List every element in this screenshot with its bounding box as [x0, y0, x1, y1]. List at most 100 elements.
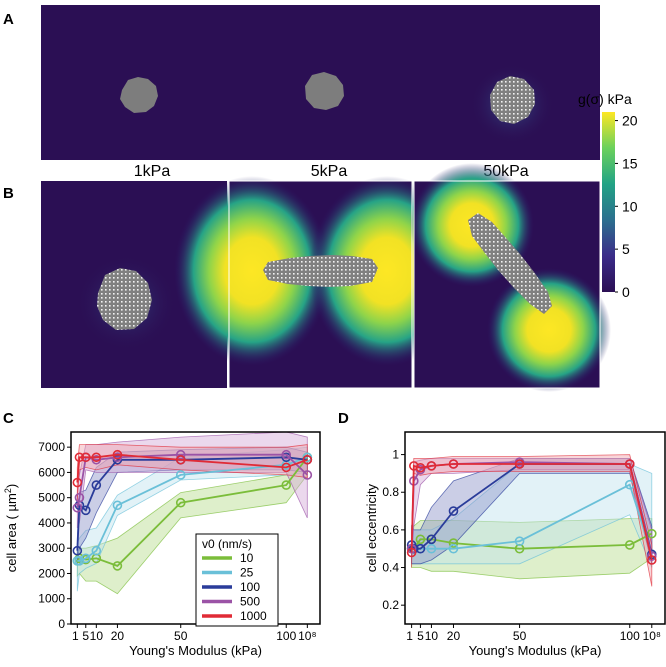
legend-label-100: 100: [240, 580, 260, 594]
point-series-100: [72, 545, 83, 556]
legend-title: v0 (nm/s): [202, 537, 252, 551]
x-axis-title: Young's Modulus (kPa): [129, 643, 262, 658]
point-series-100: [448, 506, 459, 516]
x-tick-label: 50: [513, 629, 527, 643]
point-series-1000: [91, 452, 102, 463]
axes-frame: [404, 431, 666, 625]
point-series-1000: [409, 461, 419, 471]
legend-label-10: 10: [240, 551, 254, 565]
point-series-1000: [72, 477, 83, 488]
panel-a-simulation: [41, 5, 600, 160]
point-series-500: [302, 470, 313, 480]
cell-a-50kpa: [490, 76, 535, 124]
point-series-1000: [646, 555, 657, 565]
panel-letter-a: A: [3, 11, 14, 28]
x-tick-label: 10⁸: [298, 629, 316, 643]
point-series-100: [91, 480, 102, 490]
legend-label-25: 25: [240, 566, 254, 580]
point-series-25: [448, 543, 459, 554]
point-series-1000: [175, 454, 186, 465]
point-series-500: [74, 492, 85, 503]
point-series-10: [281, 480, 292, 490]
x-axis-title: Young's Modulus (kPa): [469, 643, 602, 658]
x-tick-label: 20: [447, 629, 461, 643]
legend-label-500: 500: [240, 595, 260, 609]
y-tick-label: 6000: [38, 465, 65, 479]
panel-letter-b: B: [3, 185, 14, 202]
y-tick-label: 4000: [38, 516, 65, 530]
y-axis-title-text: cell area ( µm: [4, 493, 19, 572]
x-tick-label: 10: [90, 629, 104, 643]
colorbar: g(σ) kPa 0 5 10 15 20: [578, 91, 638, 300]
y-tick-label: 7000: [38, 440, 65, 454]
colorbar-gradient: [602, 112, 615, 292]
y-axis-title-superscript: 2: [3, 488, 13, 493]
point-series-100: [415, 543, 426, 554]
panel-b-simulation-50kpa: [410, 163, 611, 392]
cell-a-1kpa: [120, 77, 158, 113]
x-tick-label: 1: [72, 629, 79, 643]
point-series-1000: [302, 454, 313, 465]
y-tick-label: 0: [58, 617, 65, 631]
point-series-1000: [426, 461, 437, 471]
y-tick-label: 1000: [38, 592, 65, 606]
point-series-500: [72, 502, 83, 513]
y-axis-title-close: ): [4, 484, 19, 488]
point-series-100: [426, 534, 437, 545]
point-series-1000: [514, 459, 525, 469]
x-tick-label: 5: [82, 629, 89, 643]
x-tick-label: 100: [620, 629, 640, 643]
x-tick-label: 100: [276, 629, 296, 643]
cell-a-5kpa: [305, 72, 344, 110]
point-series-10: [415, 534, 426, 545]
x-tick-label: 5: [417, 629, 424, 643]
x-tick-label: 20: [111, 629, 125, 643]
colorbar-tick-label: 10: [622, 198, 638, 214]
point-series-10: [646, 528, 657, 539]
line-series-1000: [410, 463, 653, 561]
point-series-1000: [406, 547, 417, 558]
point-series-100: [80, 505, 91, 516]
point-series-1000: [74, 452, 85, 463]
point-series-500: [281, 449, 292, 460]
line-series-1000: [76, 453, 308, 483]
point-series-25: [426, 543, 437, 554]
colorbar-tick-label: 5: [622, 241, 630, 257]
line-series-500: [76, 453, 308, 508]
legend-label-1000: 1000: [240, 609, 267, 623]
point-series-1000: [112, 449, 123, 460]
plot-area: [406, 454, 657, 587]
y-tick-label: 0.4: [382, 561, 399, 575]
point-series-10: [624, 540, 635, 550]
y-tick-label: 3000: [38, 541, 65, 555]
x-tick-label: 1: [406, 629, 413, 643]
y-tick-label: 0.8: [382, 485, 399, 499]
stiffness-label-5kpa: 5kPa: [311, 163, 348, 180]
stiffness-label-1kpa: 1kPa: [134, 163, 171, 180]
point-series-25: [91, 545, 102, 556]
x-tick-label: 50: [174, 629, 188, 643]
point-series-10: [175, 497, 186, 508]
y-tick-label: 5000: [38, 491, 65, 505]
point-series-25: [112, 500, 123, 511]
colorbar-tick-label: 15: [622, 155, 638, 171]
point-series-500: [646, 551, 657, 562]
panel-letter-c: C: [3, 410, 14, 427]
y-tick-label: 0.2: [382, 598, 399, 612]
y-axis-title: cell area ( µm2): [3, 484, 19, 572]
panel-letter-d: D: [338, 410, 349, 427]
y-axis-title: cell eccentricity: [364, 483, 379, 572]
point-series-500: [175, 449, 186, 460]
point-series-10: [112, 561, 123, 571]
point-series-1000: [415, 462, 426, 473]
point-series-1000: [80, 452, 91, 463]
plot-area: [72, 432, 313, 595]
point-series-25: [80, 553, 91, 564]
y-tick-label: 2000: [38, 566, 65, 580]
y-tick-label: 1: [392, 448, 399, 462]
legend-box: [195, 533, 279, 627]
